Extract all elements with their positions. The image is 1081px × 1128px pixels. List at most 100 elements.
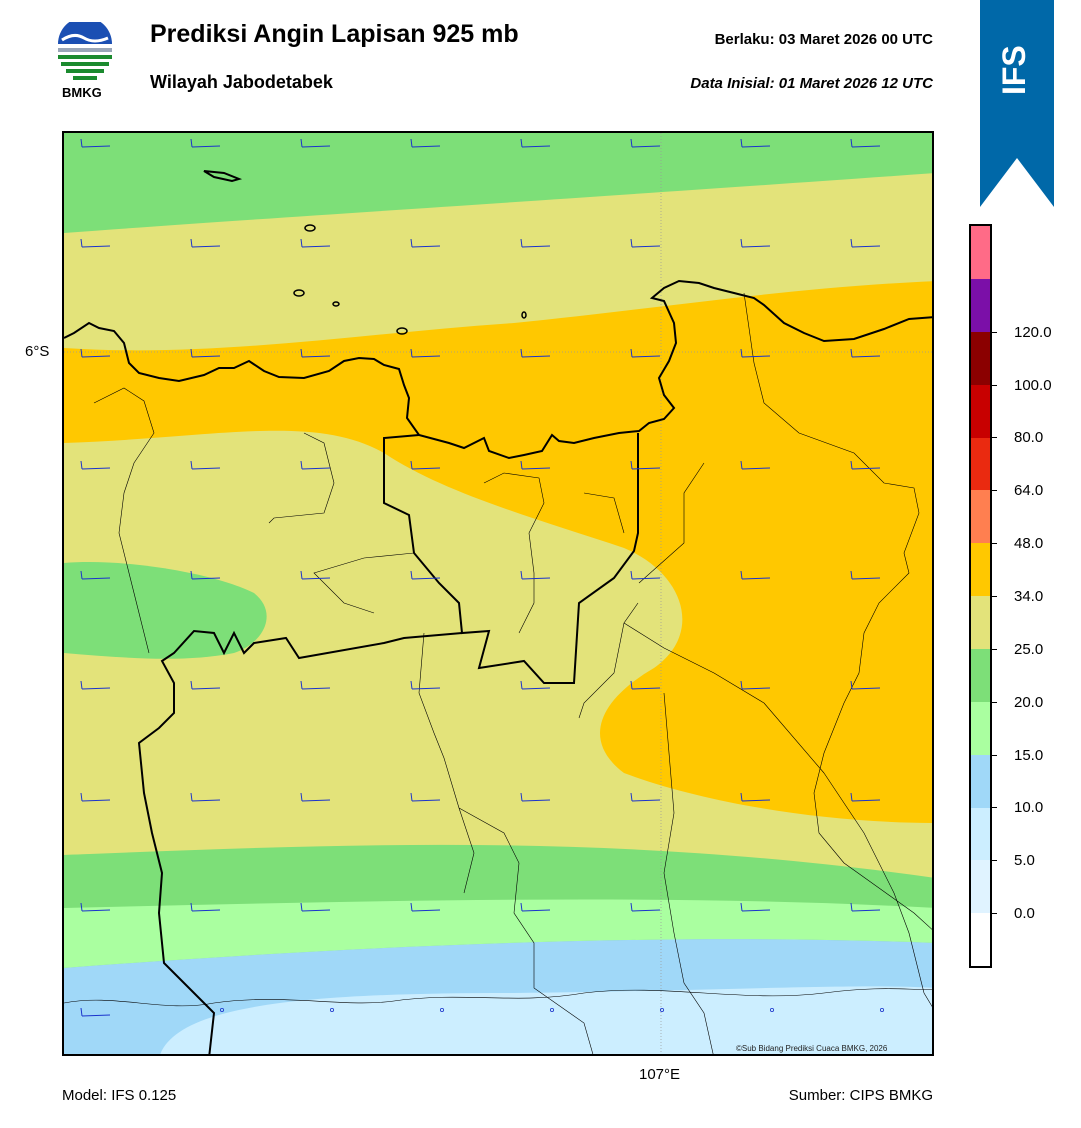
- colorbar-segment: [971, 490, 990, 544]
- shade-orange: [64, 281, 932, 823]
- wind-barb: [520, 348, 551, 358]
- wind-barb: [190, 680, 221, 690]
- colorbar-segment: [971, 596, 990, 649]
- colorbar-tick: [990, 648, 997, 650]
- longitude-label: 107°E: [639, 1066, 681, 1083]
- latitude-label: 6°S: [25, 343, 50, 360]
- wind-barb: [630, 680, 661, 690]
- wind-barb: [300, 902, 331, 912]
- calm-wind-marker: [660, 1008, 665, 1013]
- wind-barb: [190, 238, 221, 248]
- wind-barb: [300, 792, 331, 802]
- colorbar-tick-label: 10.0: [1014, 799, 1044, 817]
- island-6: [521, 311, 527, 319]
- wind-barb: [190, 570, 221, 580]
- border-regencies: [93, 292, 932, 1054]
- colorbar-tick: [990, 807, 997, 809]
- wind-barb: [190, 138, 221, 148]
- wind-barb: [520, 460, 551, 470]
- wind-speed-map: [64, 133, 932, 1054]
- shade-green-south: [64, 844, 932, 908]
- wind-barb: [300, 238, 331, 248]
- wind-barbs: [80, 138, 885, 1017]
- wind-barb: [520, 570, 551, 580]
- wind-barb: [80, 238, 111, 248]
- colorbar-segment: [971, 648, 990, 702]
- wind-barb: [190, 902, 221, 912]
- colorbar-tick: [990, 913, 997, 915]
- wind-barb: [300, 570, 331, 580]
- wind-barb: [740, 238, 771, 248]
- border-banten-dki: [383, 433, 639, 684]
- colorbar-tick: [990, 331, 997, 333]
- wind-barb: [300, 460, 331, 470]
- wind-barb: [630, 460, 661, 470]
- shade-lightblue: [160, 986, 932, 1054]
- wind-barb: [850, 680, 881, 690]
- island-2: [304, 224, 316, 232]
- colorbar-segment: [971, 278, 990, 332]
- wind-barb: [520, 902, 551, 912]
- colorbar-segment: [971, 384, 990, 438]
- colorbar: [969, 224, 992, 968]
- wind-barb: [520, 238, 551, 248]
- wind-barb: [850, 460, 881, 470]
- calm-wind-marker: [880, 1008, 885, 1013]
- wind-barb: [80, 902, 111, 912]
- copyright-credit: ©Sub Bidang Prediksi Cuaca BMKG, 2026: [736, 1044, 888, 1053]
- map-title: Prediksi Angin Lapisan 925 mb: [150, 20, 519, 48]
- wind-barb: [410, 570, 441, 580]
- shade-lightgreen: [64, 899, 932, 968]
- island-3: [293, 289, 305, 297]
- ribbon-label: IFS: [996, 45, 1032, 95]
- wind-barb: [740, 138, 771, 148]
- colorbar-tick-label: 25.0: [1014, 640, 1044, 658]
- wind-barb: [410, 238, 441, 248]
- colorbar-tick: [990, 860, 997, 862]
- wind-barb: [630, 138, 661, 148]
- coastline-south: [64, 988, 932, 1007]
- wind-barb: [630, 792, 661, 802]
- wind-barb: [80, 348, 111, 358]
- colorbar-tick: [990, 701, 997, 703]
- calm-wind-marker: [329, 1008, 334, 1013]
- bmkg-logo: [54, 17, 116, 84]
- wind-barb: [740, 792, 771, 802]
- source-label: Sumber: CIPS BMKG: [788, 1087, 933, 1104]
- colorbar-tick: [990, 384, 997, 386]
- wind-barb: [300, 680, 331, 690]
- map-panel: [62, 131, 934, 1056]
- wind-barb: [410, 902, 441, 912]
- wind-barb: [190, 348, 221, 358]
- colorbar-segment: [971, 701, 990, 755]
- colorbar-tick-label: 15.0: [1014, 746, 1044, 764]
- colorbar-tick: [990, 596, 997, 597]
- island-5: [332, 301, 340, 307]
- colorbar-segment: [971, 860, 990, 914]
- wind-barb: [80, 138, 111, 148]
- calm-wind-marker: [549, 1008, 554, 1013]
- wind-barb: [80, 460, 111, 470]
- wind-barb: [410, 460, 441, 470]
- colorbar-segment: [971, 226, 990, 279]
- bmkg-logo-icon: [58, 17, 112, 80]
- wind-barb: [300, 348, 331, 358]
- wind-barb: [190, 792, 221, 802]
- border-banten-jabar: [137, 629, 463, 1054]
- colorbar-segment: [971, 331, 990, 385]
- wind-barb: [740, 348, 771, 358]
- wind-barb: [410, 680, 441, 690]
- colorbar-tick-label: 0.0: [1014, 905, 1035, 923]
- wind-barb: [850, 792, 881, 802]
- wind-barb: [300, 138, 331, 148]
- colorbar-tick-label: 5.0: [1014, 852, 1035, 870]
- wind-barb: [410, 348, 441, 358]
- colorbar-tick-label: 48.0: [1014, 535, 1044, 553]
- colorbar-tick-label: 100.0: [1014, 376, 1052, 394]
- calm-wind-marker: [770, 1008, 775, 1013]
- colorbar-tick-label: 64.0: [1014, 482, 1044, 500]
- wind-barb: [740, 460, 771, 470]
- colorbar-tick-label: 20.0: [1014, 693, 1044, 711]
- colorbar-tick-label: 120.0: [1014, 323, 1052, 341]
- wind-barb: [630, 902, 661, 912]
